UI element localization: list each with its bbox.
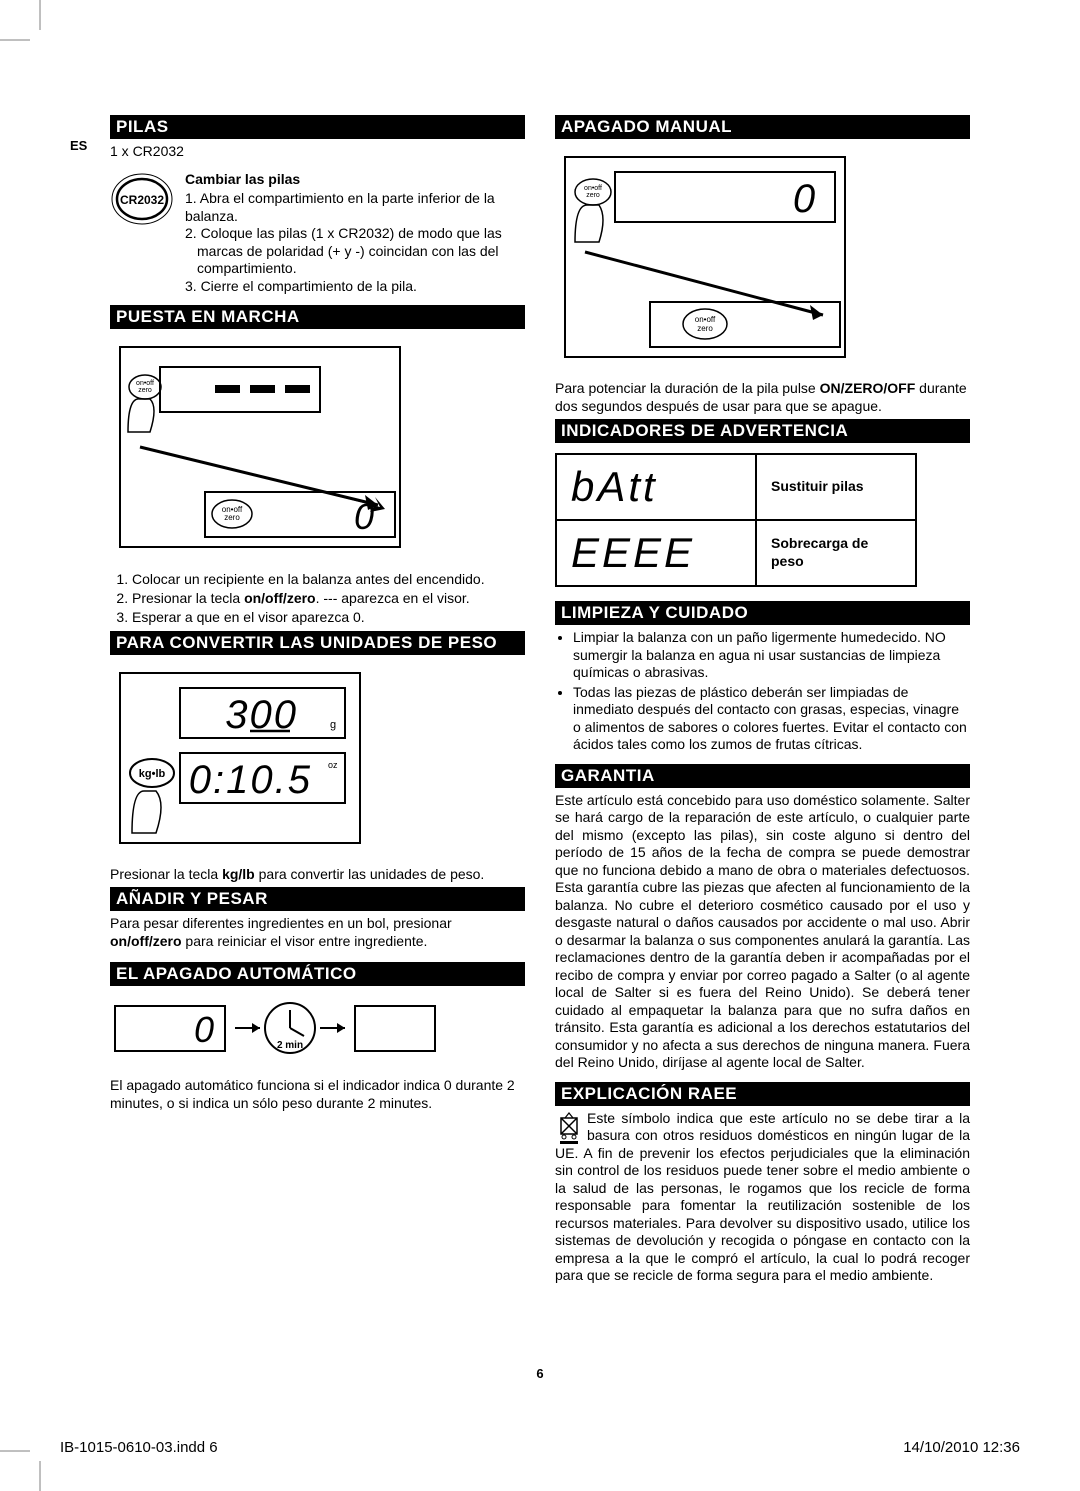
page-number: 6 (0, 1366, 1080, 1381)
garantia-text: Este artículo está concebido para uso do… (555, 792, 970, 1072)
change-batteries-title: Cambiar las pilas (185, 171, 525, 189)
autooff-caption: El apagado automático funciona si el ind… (110, 1077, 525, 1112)
warn-label: Sustituir pilas (771, 478, 864, 494)
warn-code: bAtt (571, 463, 658, 510)
section-title-raee: EXPLICACIÓN RAEE (555, 1082, 970, 1106)
section-title-garantia: GARANTIA (555, 764, 970, 788)
list-item: Limpiar la balanza con un paño ligerment… (573, 629, 970, 682)
puesta-diagram: on•off zero on•off zero 0 (110, 337, 525, 562)
section-title-puesta: PUESTA EN MARCHA (110, 305, 525, 329)
svg-text:zero: zero (697, 324, 713, 333)
battery-icon: CR2032 (110, 167, 175, 237)
svg-text:0: 0 (793, 177, 817, 221)
section-title-anadir: AÑADIR Y PESAR (110, 887, 525, 911)
puesta-step-1: Colocar un recipiente en la balanza ante… (132, 570, 525, 588)
svg-text:0:10.5: 0:10.5 (189, 758, 312, 802)
autooff-diagram: 0 2 min (110, 994, 525, 1069)
warn-label: Sobrecarga de peso (771, 535, 868, 569)
footer: IB-1015-0610-03.indd 6 14/10/2010 12:36 (60, 1439, 1020, 1456)
convertir-caption: Presionar la tecla kg/lb para convertir … (110, 866, 525, 884)
language-tag: ES (70, 138, 87, 153)
svg-text:on•off: on•off (695, 315, 716, 324)
svg-text:CR2032: CR2032 (120, 193, 164, 207)
puesta-step-2: Presionar la tecla on/off/zero. --- apar… (132, 589, 525, 607)
svg-text:2 min: 2 min (277, 1040, 303, 1051)
limpieza-list: Limpiar la balanza con un paño ligerment… (555, 629, 970, 754)
section-title-limpieza: LIMPIEZA Y CUIDADO (555, 601, 970, 625)
anadir-text: Para pesar diferentes ingredientes en un… (110, 915, 525, 950)
puesta-step-3: Esperar a que en el visor aparezca 0. (132, 608, 525, 626)
list-item: Todas las piezas de plástico deberán ser… (573, 684, 970, 754)
manualoff-diagram: 0 on•off zero on•off zero (555, 147, 970, 372)
warn-code: EEEE (571, 529, 695, 576)
svg-text:0: 0 (354, 496, 376, 537)
manualoff-caption: Para potenciar la duración de la pila pu… (555, 380, 970, 415)
table-row: bAtt Sustituir pilas (556, 454, 916, 520)
weee-icon (555, 1112, 583, 1144)
svg-text:zero: zero (138, 387, 152, 394)
battery-step-3: 3. Cierre el compartimiento de la pila. (185, 278, 525, 296)
svg-text:on•off: on•off (584, 185, 602, 192)
section-title-autooff: EL APAGADO AUTOMÁTICO (110, 962, 525, 986)
svg-text:g: g (330, 719, 336, 731)
svg-text:zero: zero (224, 513, 240, 522)
svg-text:kg•lb: kg•lb (139, 768, 166, 780)
svg-text:0: 0 (194, 1009, 216, 1050)
section-title-manualoff: APAGADO MANUAL (555, 115, 970, 139)
svg-text:on•off: on•off (136, 380, 154, 387)
convertir-diagram: 300 g 0:10.5 oz kg•lb (110, 663, 525, 858)
section-title-pilas: PILAS (110, 115, 525, 139)
section-title-convertir: PARA CONVERTIR LAS UNIDADES DE PESO (110, 631, 525, 655)
page-content: ES PILAS 1 x CR2032 CR2032 Cambiar las p… (110, 115, 970, 1289)
table-row: EEEE Sobrecarga de peso (556, 520, 916, 586)
warning-table: bAtt Sustituir pilas EEEE Sobrecarga de … (555, 453, 917, 587)
puesta-steps: Colocar un recipiente en la balanza ante… (110, 570, 525, 627)
battery-step-1: 1. Abra el compartimiento en la parte in… (185, 190, 525, 225)
footer-filename: IB-1015-0610-03.indd 6 (60, 1439, 218, 1456)
left-column: PILAS 1 x CR2032 CR2032 Cambiar las pila… (110, 115, 525, 1289)
battery-spec: 1 x CR2032 (110, 143, 525, 161)
section-title-indicadores: INDICADORES DE ADVERTENCIA (555, 419, 970, 443)
raee-text: Este símbolo indica que este artículo no… (555, 1110, 970, 1285)
svg-text:oz: oz (328, 760, 338, 770)
svg-text:zero: zero (586, 192, 600, 199)
right-column: APAGADO MANUAL 0 on•off zero on•off zero (555, 115, 970, 1289)
battery-step-2: 2. Coloque las pilas (1 x CR2032) de mod… (185, 225, 525, 278)
footer-timestamp: 14/10/2010 12:36 (903, 1439, 1020, 1456)
